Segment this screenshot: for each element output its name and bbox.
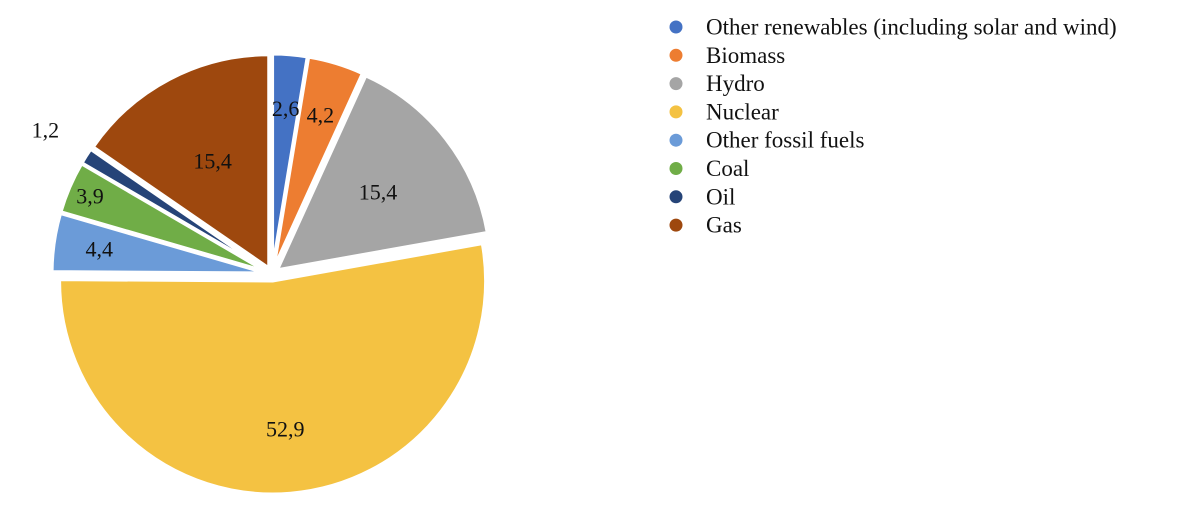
legend-label-other-renewables-including-solar-and-wind: Other renewables (including solar and wi… — [706, 15, 1117, 40]
data-label-other-renewables-including-solar-and-wind: 2,6 — [272, 96, 300, 121]
pie-slices — [50, 52, 489, 496]
legend-label-oil: Oil — [706, 184, 735, 209]
data-label-other-fossil-fuels: 4,4 — [85, 236, 113, 261]
pie-slice-gas — [91, 53, 271, 270]
legend-label-other-fossil-fuels: Other fossil fuels — [706, 128, 864, 153]
pie-slice-other-fossil-fuels — [50, 212, 267, 275]
legend-label-coal: Coal — [706, 156, 749, 181]
legend-label-biomass: Biomass — [706, 43, 785, 68]
legend-label-gas: Gas — [706, 213, 742, 238]
legend-label-nuclear: Nuclear — [706, 99, 779, 124]
pie-slice-other-renewables-including-solar-and-wind — [271, 52, 309, 269]
legend: Other renewables (including solar and wi… — [669, 15, 1117, 238]
pie-slice-nuclear — [58, 242, 488, 496]
legend-label-hydro: Hydro — [706, 71, 765, 96]
legend-marker-nuclear — [669, 105, 683, 119]
data-label-coal: 3,9 — [76, 183, 104, 208]
data-label-oil: 1,2 — [32, 118, 60, 143]
pie-slice-biomass — [272, 55, 364, 269]
legend-marker-gas — [669, 218, 683, 232]
pie-slice-hydro — [276, 74, 489, 272]
pie-slice-oil — [80, 147, 268, 272]
data-label-nuclear: 52,9 — [266, 416, 305, 441]
legend-marker-other-fossil-fuels — [669, 133, 683, 147]
legend-marker-other-renewables-including-solar-and-wind — [669, 20, 683, 34]
legend-marker-hydro — [669, 77, 683, 91]
data-label-gas: 15,4 — [193, 148, 232, 173]
pie-data-labels: 2,6 4,2 15,4 52,9 4,4 3,9 1,2 15,4 — [32, 96, 398, 441]
legend-marker-coal — [669, 162, 683, 175]
data-label-hydro: 15,4 — [359, 179, 398, 204]
legend-marker-oil — [669, 190, 683, 204]
legend-marker-biomass — [669, 48, 683, 62]
data-label-biomass: 4,2 — [307, 103, 335, 128]
